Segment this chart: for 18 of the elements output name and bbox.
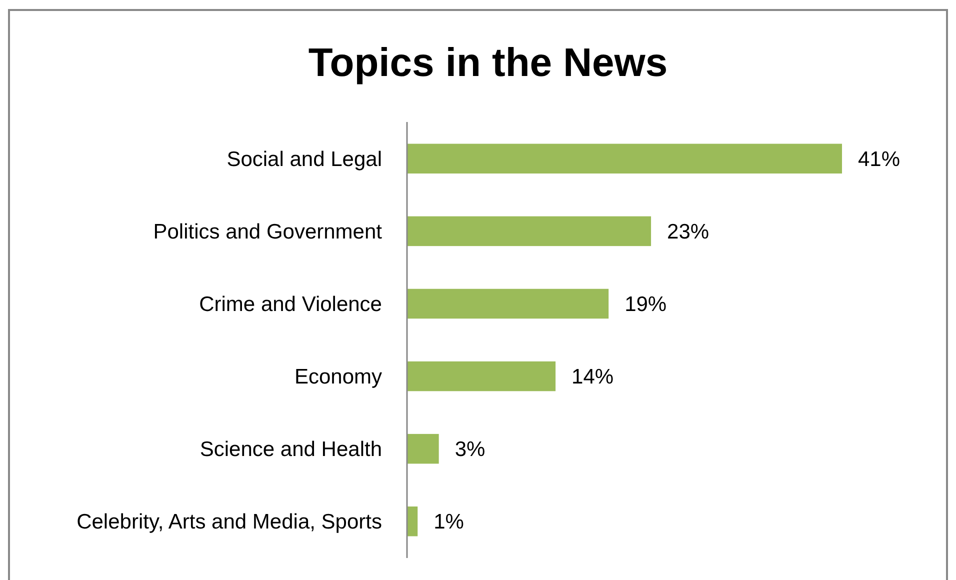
y-tick-label: Social and Legal — [226, 148, 382, 171]
bar — [407, 288, 609, 319]
y-tick-label: Science and Health — [200, 438, 382, 462]
data-label: 19% — [624, 293, 667, 316]
data-label: 1% — [434, 510, 464, 534]
chart-title: Topics in the News — [308, 41, 668, 85]
data-label: 3% — [454, 438, 486, 462]
y-tick-label: Crime and Violence — [199, 293, 382, 316]
bar — [407, 361, 556, 392]
y-tick-label: Celebrity, Arts and Media, Sports — [76, 510, 382, 534]
bar — [407, 434, 439, 464]
y-tick-label: Economy — [294, 366, 382, 389]
y-tick-label: Politics and Government — [153, 220, 382, 244]
bar — [407, 216, 652, 246]
data-label: 14% — [572, 366, 614, 389]
bar — [407, 144, 842, 174]
data-label: 23% — [667, 220, 710, 244]
data-label: 41% — [858, 148, 900, 171]
